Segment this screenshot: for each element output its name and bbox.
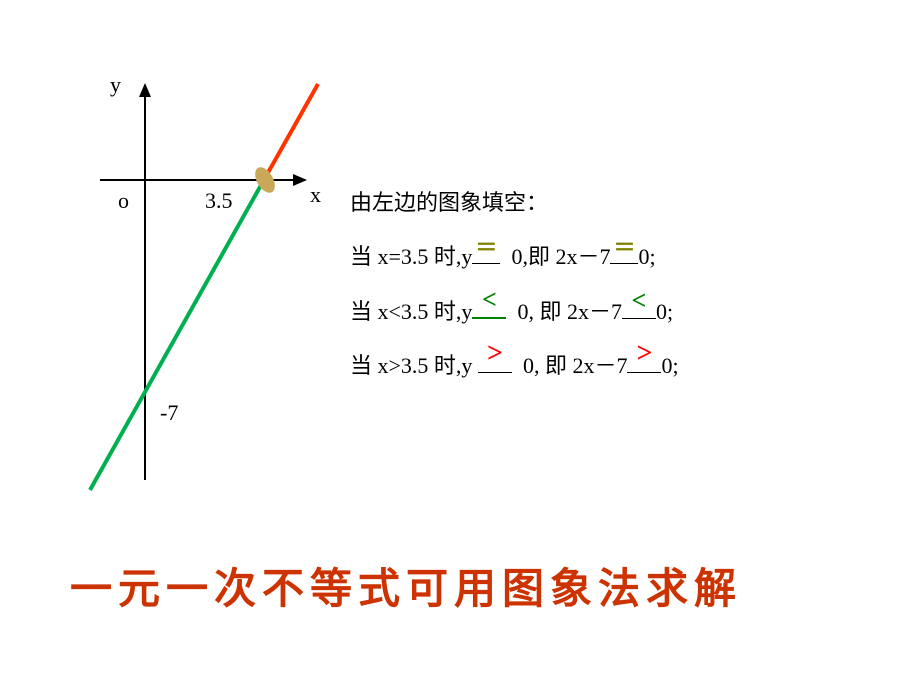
l2c: 0, 即 2x－7: [517, 299, 622, 324]
ans-eq-1: ＝: [475, 235, 497, 261]
coordinate-graph: [60, 60, 330, 500]
line-greater: 当 x>3.5 时,y > 0, 即 2x－7>0;: [350, 353, 679, 379]
y-tick-label: -7: [160, 400, 178, 426]
origin-label: o: [118, 188, 129, 214]
ans-gt-1: >: [487, 337, 503, 371]
line-less: 当 x<3.5 时,y< 0, 即 2x－7<0;: [350, 299, 679, 325]
ans-eq-2: ＝: [613, 235, 635, 261]
ans-lt-2: <: [632, 285, 647, 316]
l3a: 当: [350, 353, 372, 378]
blank-y-eq: ＝: [472, 263, 500, 264]
blank-expr-eq: ＝: [610, 263, 638, 264]
l1c: 0,即 2x－7: [511, 244, 610, 269]
x-axis-label: x: [310, 182, 321, 208]
l1b: x=3.5 时,y: [372, 244, 472, 269]
l3c: 0, 即 2x－7: [523, 353, 628, 378]
intro-line: 由左边的图象填空：: [350, 190, 679, 216]
intro-text: 由左边的图象填空：: [350, 190, 548, 215]
blank-expr-lt: <: [622, 318, 656, 319]
line-segment-negative: [90, 178, 265, 490]
blank-y-gt: >: [478, 372, 512, 373]
ans-lt-1: <: [482, 284, 497, 315]
blank-expr-gt: >: [627, 372, 661, 373]
l1a: 当: [350, 244, 372, 269]
graph-panel: y x o 3.5 -7: [60, 60, 330, 480]
ans-gt-2: >: [636, 337, 652, 371]
l3d: 0;: [661, 353, 678, 378]
l2a: 当: [350, 299, 372, 324]
fill-blank-text: 由左边的图象填空： 当 x=3.5 时,y＝ 0,即 2x－7＝0; 当 x<3…: [350, 190, 679, 408]
x-tick-label: 3.5: [205, 188, 233, 214]
blank-y-lt: <: [472, 317, 506, 319]
l2b: x<3.5 时,y: [372, 299, 472, 324]
line-segment-positive: [265, 84, 318, 178]
line-equal: 当 x=3.5 时,y＝ 0,即 2x－7＝0;: [350, 244, 679, 270]
l3b: x>3.5 时,y: [372, 353, 478, 378]
conclusion-title: 一元一次不等式可用图象法求解: [70, 555, 742, 616]
y-axis-label: y: [110, 72, 121, 98]
l1d: 0;: [638, 244, 655, 269]
l2d: 0;: [656, 299, 673, 324]
